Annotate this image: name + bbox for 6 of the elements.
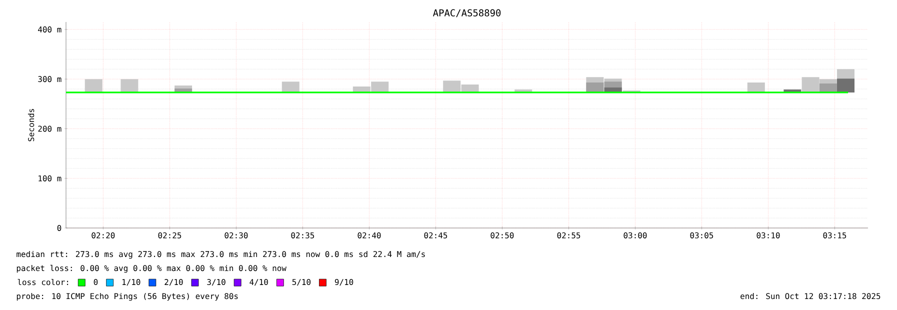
chart-title: APAC/AS58890 xyxy=(432,9,501,18)
bar xyxy=(282,82,300,92)
bar xyxy=(84,79,102,92)
bar xyxy=(747,82,765,92)
bar xyxy=(120,79,138,92)
bar xyxy=(836,78,854,92)
